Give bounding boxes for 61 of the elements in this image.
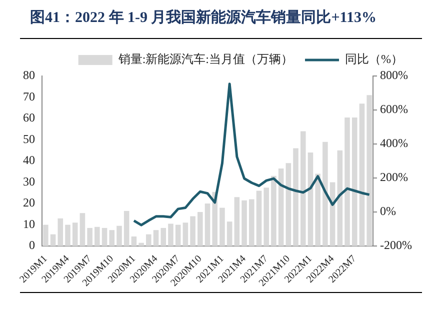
bar — [168, 224, 174, 246]
bar — [271, 176, 276, 246]
bar — [337, 150, 343, 246]
bar — [322, 142, 328, 246]
y-tick-label: 30 — [23, 174, 35, 188]
bar — [146, 234, 152, 246]
y2-tick-label: 200% — [380, 170, 408, 184]
bar — [300, 131, 306, 246]
bar — [190, 216, 196, 246]
bar — [102, 228, 108, 246]
bar — [116, 226, 122, 246]
bar — [131, 236, 137, 246]
bar — [80, 213, 86, 246]
bar — [293, 148, 298, 246]
bar — [226, 222, 232, 246]
legend-label: 同比（%） — [345, 52, 404, 66]
bar — [278, 168, 284, 246]
bar — [286, 163, 292, 246]
chart-title: 图41：2022 年 1-9 月我国新能源汽车销量同比+113% — [30, 8, 376, 27]
bar — [138, 242, 144, 246]
bar — [109, 230, 115, 246]
y2-tick-label: -200% — [380, 238, 412, 252]
bar — [315, 174, 320, 246]
y2-tick-label: 0% — [380, 204, 396, 218]
bar — [160, 228, 166, 246]
bar — [87, 228, 92, 246]
y-tick-label: 0 — [29, 238, 35, 252]
bar — [58, 218, 64, 246]
bar — [43, 224, 48, 246]
bar — [182, 222, 188, 246]
y-tick-label: 40 — [23, 153, 35, 168]
bar — [234, 197, 240, 246]
y2-tick-label: 400% — [380, 136, 408, 150]
bar — [124, 210, 130, 246]
bar — [242, 200, 247, 246]
y-tick-label: 50 — [23, 132, 35, 146]
bar — [94, 226, 100, 246]
y-tick-label: 70 — [23, 89, 35, 104]
bar — [352, 117, 358, 246]
bar — [366, 95, 372, 246]
bar — [50, 234, 56, 246]
bar — [308, 152, 314, 246]
bar — [175, 224, 181, 246]
bar — [256, 190, 262, 246]
y-tick-label: 80 — [23, 68, 35, 82]
y2-tick-label: 800% — [380, 68, 408, 82]
legend-label: 销量:新能源汽车:当月值（万辆） — [117, 52, 294, 66]
bar — [65, 224, 70, 246]
bar — [264, 188, 269, 246]
bar — [198, 212, 203, 246]
y2-tick-label: 600% — [380, 102, 408, 116]
y-tick-label: 60 — [23, 110, 35, 125]
bar — [72, 222, 78, 246]
bar — [248, 199, 254, 246]
bar — [344, 117, 350, 246]
y-tick-label: 10 — [23, 216, 35, 231]
bar — [204, 204, 210, 246]
bar — [153, 230, 159, 246]
y-tick-label: 20 — [23, 196, 35, 210]
bar — [220, 208, 225, 246]
bar — [359, 104, 365, 246]
